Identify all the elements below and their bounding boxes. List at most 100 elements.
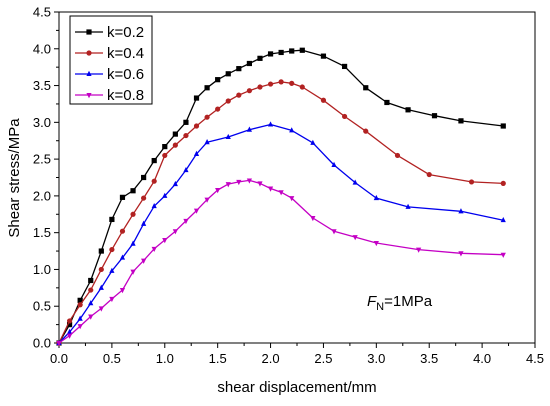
data-point [77, 315, 83, 321]
data-point [141, 174, 147, 181]
series-k-0-2 [56, 47, 506, 346]
data-point [141, 220, 147, 226]
legend-box [69, 15, 153, 105]
y-tick-label: 3.0 [33, 115, 51, 130]
data-point [151, 246, 157, 253]
data-point [172, 142, 178, 148]
data-point [267, 51, 274, 57]
x-tick-label: 4.5 [526, 351, 544, 366]
data-point [352, 235, 358, 241]
legend-label: k=0.4 [107, 45, 144, 62]
data-point [77, 324, 83, 330]
x-axis-title: shear displacement/mm [217, 379, 376, 396]
data-point [98, 284, 104, 290]
data-point [109, 296, 115, 303]
data-point [468, 179, 475, 185]
legend-item: k=0.8 [75, 87, 144, 104]
data-point [215, 106, 221, 112]
data-point [193, 150, 200, 156]
y-tick-label: 0.0 [33, 336, 51, 351]
series-k-0-8 [56, 178, 506, 347]
data-point [225, 182, 231, 188]
y-tick-label: 2.0 [33, 188, 51, 203]
data-point [373, 240, 379, 247]
data-point [500, 252, 506, 258]
data-point [141, 195, 147, 201]
data-point [299, 47, 305, 53]
data-point [88, 277, 94, 284]
y-tick-label: 4.0 [33, 41, 51, 56]
data-point [88, 300, 94, 306]
data-point [215, 188, 221, 194]
legend-swatch-marker [86, 29, 92, 35]
y-tick-label: 4.5 [33, 5, 51, 20]
data-point [225, 98, 231, 104]
data-point [320, 97, 327, 103]
data-point [246, 60, 252, 67]
data-point [204, 197, 210, 203]
data-point [77, 302, 83, 308]
legend-item: k=0.2 [75, 24, 144, 41]
data-point [109, 246, 115, 253]
x-tick-label: 0.5 [103, 351, 121, 366]
data-point [172, 229, 178, 235]
annotation-main: F [367, 293, 377, 310]
data-point [151, 202, 157, 209]
data-point [119, 254, 126, 260]
data-point [183, 166, 189, 173]
data-point [405, 107, 411, 113]
data-point [257, 84, 263, 90]
y-tick-label: 1.0 [33, 262, 51, 277]
data-point [416, 247, 422, 253]
data-point [225, 71, 231, 77]
data-point [109, 216, 115, 223]
data-point [373, 194, 379, 201]
legend-item: k=0.4 [75, 45, 144, 62]
data-point [289, 196, 295, 202]
data-point [299, 84, 305, 90]
data-point [172, 180, 178, 187]
data-point [225, 133, 231, 140]
data-point [162, 152, 168, 159]
data-point [458, 118, 464, 124]
data-point [246, 126, 252, 132]
data-point [119, 228, 126, 234]
data-point [267, 121, 274, 127]
data-point [363, 128, 369, 134]
data-point [130, 188, 136, 194]
data-point [193, 95, 200, 101]
data-point [162, 192, 168, 198]
x-tick-label: 1.5 [209, 351, 227, 366]
data-point [183, 132, 189, 139]
data-point [183, 218, 189, 225]
x-tick-label: 1.0 [156, 351, 174, 366]
series-line [58, 49, 504, 344]
data-point [66, 318, 73, 324]
data-point [278, 49, 284, 56]
data-point [246, 88, 252, 94]
data-point [172, 131, 178, 137]
data-point [384, 99, 390, 106]
y-tick-label: 3.5 [33, 78, 51, 93]
series-layer [56, 47, 506, 347]
data-point [77, 297, 83, 303]
data-point [289, 48, 295, 54]
data-point [162, 144, 168, 150]
x-tick-label: 4.0 [473, 351, 491, 366]
data-point [500, 216, 506, 223]
legend-label: k=0.8 [107, 87, 144, 104]
legend: k=0.2 k=0.4 k=0.6 k=0.8 [69, 15, 153, 105]
y-axis-title: Shear stress/MPa [6, 118, 23, 238]
data-point [331, 229, 337, 235]
data-point [320, 53, 327, 59]
x-tick-label: 0.0 [50, 351, 68, 366]
data-point [88, 287, 94, 293]
data-point [130, 269, 136, 275]
data-point [431, 113, 438, 119]
data-point [98, 266, 104, 273]
annotation-sub: N [376, 301, 384, 313]
data-point [66, 333, 73, 339]
data-point [193, 123, 200, 129]
data-point [405, 203, 411, 209]
data-point [267, 186, 274, 192]
